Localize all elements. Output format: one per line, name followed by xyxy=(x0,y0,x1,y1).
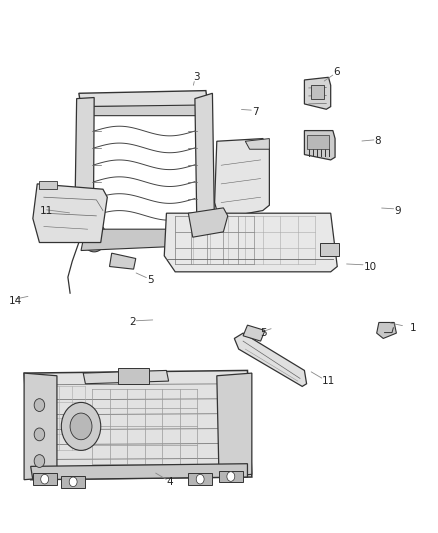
Ellipse shape xyxy=(61,402,101,450)
Ellipse shape xyxy=(70,413,92,440)
Circle shape xyxy=(41,474,49,484)
Polygon shape xyxy=(31,464,247,480)
Text: 4: 4 xyxy=(166,478,173,487)
Bar xyxy=(39,181,57,189)
Text: 9: 9 xyxy=(394,206,401,215)
Polygon shape xyxy=(74,98,94,243)
Circle shape xyxy=(34,399,45,411)
Polygon shape xyxy=(320,243,339,256)
Polygon shape xyxy=(24,373,57,480)
Text: 11: 11 xyxy=(322,376,335,386)
Text: 1: 1 xyxy=(410,323,416,333)
Polygon shape xyxy=(188,208,228,237)
Text: 14: 14 xyxy=(9,296,22,306)
Text: 8: 8 xyxy=(374,136,381,146)
Polygon shape xyxy=(304,131,335,160)
Ellipse shape xyxy=(82,222,106,252)
Text: 7: 7 xyxy=(252,107,258,117)
Polygon shape xyxy=(83,370,169,384)
Bar xyxy=(219,471,243,482)
Text: 5: 5 xyxy=(261,328,267,338)
Bar xyxy=(311,85,324,99)
Polygon shape xyxy=(24,370,252,480)
Bar xyxy=(33,473,57,485)
Polygon shape xyxy=(164,213,337,272)
Text: 2: 2 xyxy=(129,318,136,327)
Circle shape xyxy=(69,477,77,487)
Text: 11: 11 xyxy=(39,206,53,215)
Text: 3: 3 xyxy=(193,72,199,82)
Bar xyxy=(61,476,85,488)
Polygon shape xyxy=(217,373,252,477)
Text: 10: 10 xyxy=(364,262,377,271)
Circle shape xyxy=(227,472,235,481)
Polygon shape xyxy=(81,229,204,251)
Bar xyxy=(307,135,328,149)
Polygon shape xyxy=(243,325,265,341)
Circle shape xyxy=(34,428,45,441)
Text: 6: 6 xyxy=(333,67,339,77)
Bar xyxy=(188,473,212,485)
Text: 5: 5 xyxy=(147,275,153,285)
Polygon shape xyxy=(377,322,396,338)
Polygon shape xyxy=(80,105,206,116)
Circle shape xyxy=(196,474,204,484)
Polygon shape xyxy=(245,139,269,149)
Polygon shape xyxy=(33,184,107,243)
Polygon shape xyxy=(215,139,269,219)
Circle shape xyxy=(34,455,45,467)
Polygon shape xyxy=(234,333,307,386)
Polygon shape xyxy=(195,93,215,240)
Polygon shape xyxy=(79,91,208,107)
Polygon shape xyxy=(304,77,331,109)
Polygon shape xyxy=(110,253,136,269)
Bar xyxy=(118,368,149,384)
Ellipse shape xyxy=(175,221,197,248)
